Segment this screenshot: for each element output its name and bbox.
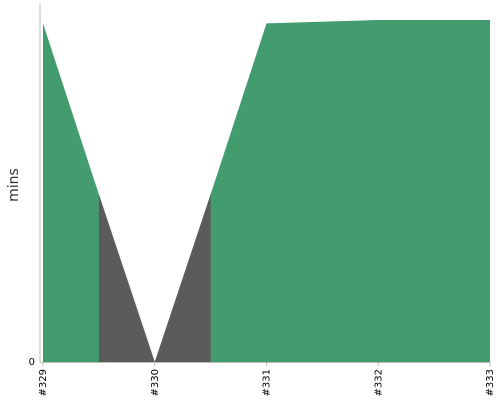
x-axis-ticks: #329 #330 #331 #332 #333 bbox=[38, 362, 496, 396]
x-tick-label: #329 bbox=[38, 369, 49, 396]
series-area bbox=[43, 20, 490, 362]
highlight-area bbox=[98, 194, 211, 362]
x-tick-label: #332 bbox=[373, 369, 384, 396]
x-tick-label: #331 bbox=[262, 369, 273, 396]
y-tick-label: 0 bbox=[29, 357, 35, 368]
y-axis-title: mins bbox=[6, 168, 22, 202]
x-tick-label: #333 bbox=[485, 369, 496, 396]
plot-area bbox=[43, 20, 490, 362]
x-tick-label: #330 bbox=[150, 369, 161, 396]
y-axis-ticks: 0 bbox=[29, 357, 35, 368]
